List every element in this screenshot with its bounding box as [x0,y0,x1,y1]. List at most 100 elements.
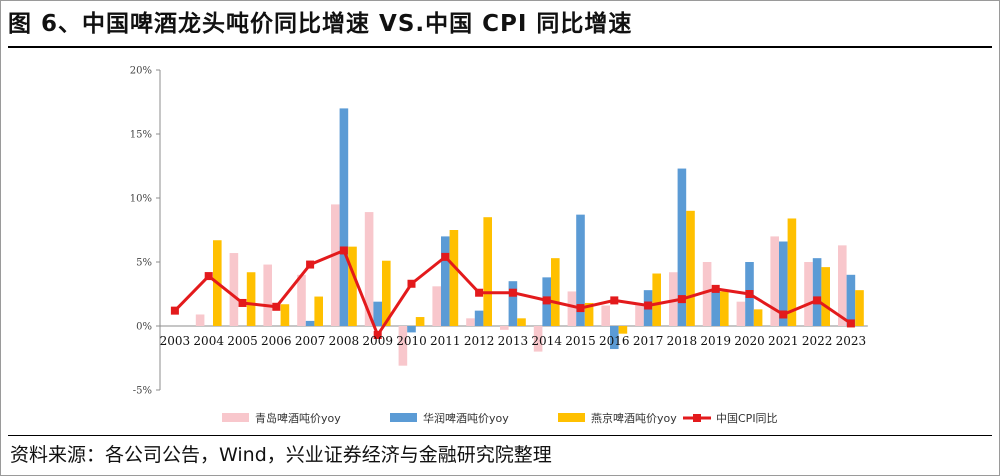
cpi-point-2011 [441,252,450,261]
y-tick-label: 5% [136,258,152,269]
bar-1-2008 [339,108,349,327]
bar-0-2021 [770,236,779,326]
y-tick-label: 10% [130,194,152,205]
cpi-point-2009 [373,330,382,339]
x-tick-labels: 2003 2004 2005 2006 2007 2008 2009 2010 2011 2012… [160,334,867,348]
bar-1-2009 [373,301,382,326]
cpi-point-2023 [846,319,855,328]
bar-0-2011 [432,286,441,326]
bar-0-2008 [331,204,340,326]
x-tick-label: 2013 [498,334,529,348]
cpi-point-2004 [204,272,213,281]
x-tick-label: 2004 [193,334,224,348]
cpi-point-2017 [644,301,653,310]
x-tick-label: 2018 [667,334,698,348]
bar-1-2012 [474,310,484,326]
x-tick-label: 2005 [227,334,258,348]
legend-swatch-0 [222,413,249,422]
bar-2-2009 [382,260,391,326]
bar-0-2013 [500,326,509,330]
bar-2-2019 [720,291,729,326]
x-tick-label: 2023 [836,334,867,348]
x-tick-label: 2015 [565,334,596,348]
bar-0-2006 [263,264,272,326]
legend-label-3: 中国CPI同比 [716,412,778,425]
x-tick-label: 2022 [802,334,833,348]
legend-label-0: 青岛啤酒吨价yoy [255,411,341,425]
bar-2-2006 [280,304,290,326]
bar-0-2017 [635,304,644,326]
bar-0-2014 [533,326,543,352]
x-tick-label: 2017 [633,334,664,348]
cpi-point-2003 [170,306,179,315]
y-tick-label: 0% [136,322,152,333]
bar-0-2010 [398,326,408,366]
bar-2-2005 [246,272,256,326]
cpi-point-2006 [272,302,281,311]
cpi-line-series [170,246,855,339]
bar-0-2018 [669,272,678,326]
bar-1-2015 [576,214,585,326]
cpi-point-2012 [475,288,484,297]
cpi-point-2018 [677,295,686,304]
x-tick-label: 2021 [768,334,799,348]
bar-2-2010 [415,317,425,326]
source-note: 资料来源：各公司公告，Wind，兴业证券经济与金融研究院整理 [10,444,552,466]
cpi-point-2016 [610,296,619,305]
bar-1-2019 [711,288,720,326]
bar-0-2020 [736,301,746,326]
footer-divider [8,435,992,436]
bar-2-2015 [584,302,594,326]
cpi-point-2008 [339,246,348,255]
bar-0-2012 [466,318,475,326]
legend: 青岛啤酒吨价yoy 华润啤酒吨价yoy 燕京啤酒吨价yoy 中国CPI同比 [222,411,778,425]
cpi-point-2014 [542,296,551,305]
y-tick-label: 20% [130,66,152,77]
legend-swatch-marker [693,414,701,422]
legend-swatch-1 [390,413,417,422]
bar-2-2018 [686,210,695,326]
bar-2-2023 [855,290,864,326]
bar-2-2021 [787,218,797,326]
x-tick-label: 2020 [734,334,765,348]
bar-1-2021 [779,241,788,326]
x-tick-label: 2003 [160,334,191,348]
x-tick-label: 2008 [329,334,360,348]
bar-2-2022 [821,267,830,326]
cpi-point-2022 [813,296,822,305]
cpi-point-2005 [238,298,247,307]
bar-series [195,108,864,366]
cpi-point-2010 [407,279,416,288]
bar-2-2014 [551,258,560,326]
x-tick-label: 2011 [430,334,461,348]
bar-2-2008 [348,246,357,326]
bar-0-2023 [838,245,847,326]
legend-label-1: 华润啤酒吨价yoy [423,411,509,425]
bar-1-2016 [610,326,619,350]
bar-2-2013 [517,318,526,326]
bar-1-2022 [812,258,822,326]
bar-1-2013 [508,281,518,326]
bar-0-2009 [364,212,374,326]
legend-label-2: 燕京啤酒吨价yoy [591,411,677,425]
cpi-point-2019 [711,284,720,293]
cpi-point-2020 [745,290,754,298]
bar-1-2007 [305,320,315,326]
title-divider [8,46,992,48]
bar-1-2018 [677,168,687,326]
cpi-point-2015 [576,304,585,313]
bar-2-2017 [652,273,661,326]
bar-2-2007 [314,296,323,326]
chart-title: 图 6、中国啤酒龙头吨价同比增速 VS.中国 CPI 同比增速 [8,11,633,37]
bar-0-2007 [297,274,306,326]
bar-2-2020 [753,309,763,326]
bar-2-2016 [618,326,628,334]
x-tick-label: 2014 [531,334,562,348]
bar-1-2010 [407,326,416,333]
bar-0-2015 [567,291,577,326]
x-tick-label: 2007 [295,334,326,348]
x-tick-label: 2019 [700,334,731,348]
cpi-point-2007 [306,260,315,269]
